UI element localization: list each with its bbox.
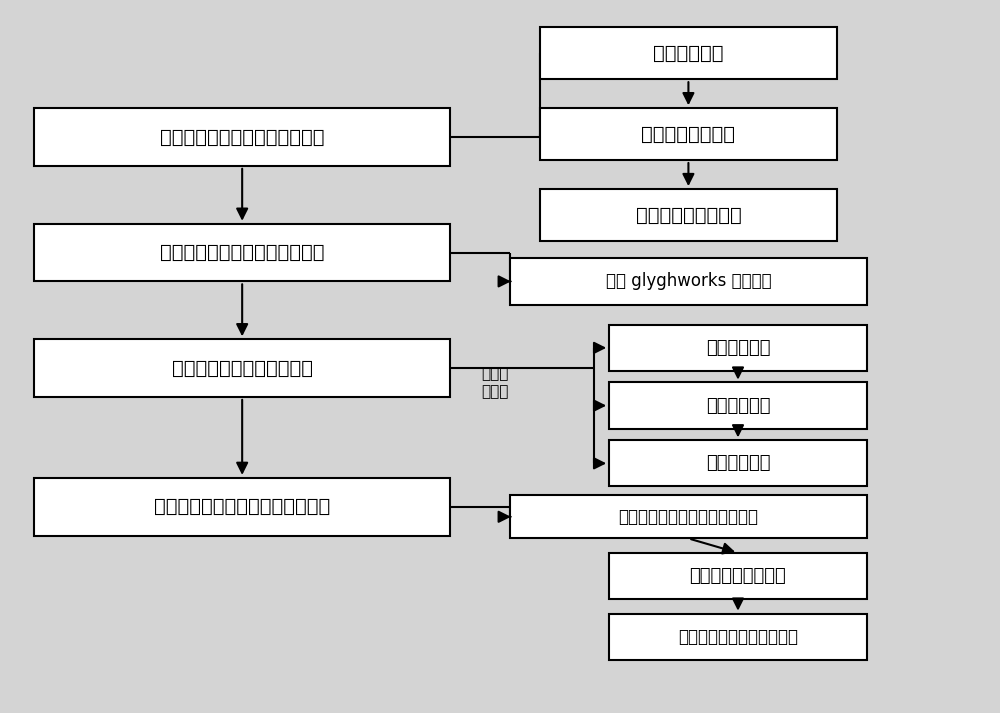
Text: 选定试验总里程与试验路况权重: 选定试验总里程与试验路况权重: [618, 508, 758, 525]
FancyBboxPatch shape: [34, 224, 450, 282]
FancyBboxPatch shape: [540, 189, 837, 241]
FancyBboxPatch shape: [609, 553, 867, 599]
Text: 各路况下车辆结构疲劳损伤计算: 各路况下车辆结构疲劳损伤计算: [160, 243, 324, 262]
FancyBboxPatch shape: [510, 258, 867, 304]
Text: 调整组合路况并计算对应结构损伤: 调整组合路况并计算对应结构损伤: [154, 497, 330, 516]
Text: 损伤等
效原则: 损伤等 效原则: [481, 366, 509, 399]
FancyBboxPatch shape: [609, 324, 867, 371]
FancyBboxPatch shape: [609, 440, 867, 486]
Text: 选择组合路况: 选择组合路况: [653, 43, 724, 63]
Text: 编制车辆结构载荷谱: 编制车辆结构载荷谱: [636, 205, 741, 225]
FancyBboxPatch shape: [510, 495, 867, 538]
FancyBboxPatch shape: [540, 108, 837, 160]
FancyBboxPatch shape: [34, 478, 450, 535]
Text: 计算目标路况下结构总损伤: 计算目标路况下结构总损伤: [678, 627, 798, 646]
Text: 求取当量系数: 求取当量系数: [706, 454, 770, 472]
Text: 组合道路下车辆结构载荷谱测试: 组合道路下车辆结构载荷谱测试: [160, 128, 324, 146]
FancyBboxPatch shape: [609, 382, 867, 429]
FancyBboxPatch shape: [34, 339, 450, 397]
FancyBboxPatch shape: [540, 27, 837, 79]
FancyBboxPatch shape: [609, 613, 867, 660]
Text: 应用 glyghworks 计算损伤: 应用 glyghworks 计算损伤: [606, 272, 771, 290]
FancyBboxPatch shape: [34, 108, 450, 166]
Text: 建立当量关系: 建立当量关系: [706, 339, 770, 356]
Text: 各路况下结构损伤当量系数: 各路况下结构损伤当量系数: [172, 359, 313, 378]
Text: 测试车辆结构载荷: 测试车辆结构载荷: [641, 125, 735, 143]
Text: 计算各路况试验里程: 计算各路况试验里程: [690, 567, 786, 585]
Text: 计算当量里程: 计算当量里程: [706, 396, 770, 414]
